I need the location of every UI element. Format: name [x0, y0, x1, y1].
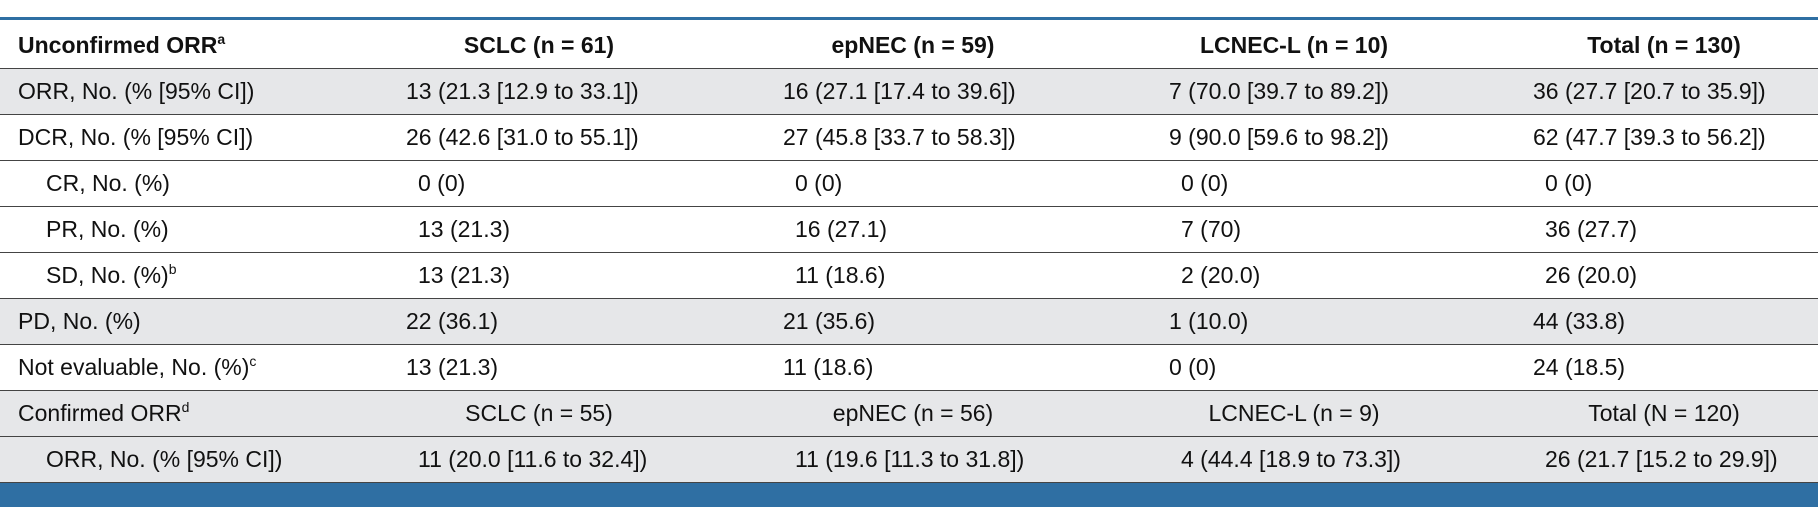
table-row: SD, No. (%)b 13 (21.3) 11 (18.6) 2 (20.0) 26… — [0, 253, 1818, 299]
label-text: ORR, No. (% [95% CI]) — [46, 446, 283, 472]
data-cell: 0 (0) — [795, 170, 843, 196]
label-text: DCR, No. (% [95% CI]) — [18, 124, 254, 150]
data-cell: 13 (21.3 [12.9 to 33.1]) — [406, 78, 639, 104]
column-header: LCNEC-L (n = 10) — [1199, 32, 1389, 58]
data-cell: 26 (20.0) — [1545, 262, 1638, 288]
data-cell: 44 (33.8) — [1533, 308, 1626, 334]
label-text: Not evaluable, No. (%) — [18, 354, 250, 380]
data-cell: 13 (21.3) — [406, 354, 499, 380]
data-cell: 11 (20.0 [11.6 to 32.4]) — [418, 446, 648, 472]
table-row: PR, No. (%) 13 (21.3) 16 (27.1) 7 (70) 36 (2… — [0, 207, 1818, 253]
footnote-mark: c — [249, 353, 257, 369]
data-cell: 1 (10.0) — [1169, 308, 1249, 334]
data-cell: 26 (42.6 [31.0 to 55.1]) — [406, 124, 639, 150]
table-row: ORR, No. (% [95% CI]) 11 (20.0 [11.6 to 3… — [0, 437, 1818, 483]
data-cell: 0 (0) — [1169, 354, 1217, 380]
table-row: Not evaluable, No. (%)c 13 (21.3) 11 (18.6… — [0, 345, 1818, 391]
table-row: DCR, No. (% [95% CI]) 26 (42.6 [31.0 to 5… — [0, 115, 1818, 161]
column-header: Total (n = 130) — [1587, 32, 1741, 58]
data-cell: 11 (18.6) — [795, 262, 886, 288]
data-cell: 22 (36.1) — [406, 308, 499, 334]
label-text: PR, No. (%) — [46, 216, 169, 242]
row-label: PD, No. (%) — [18, 299, 141, 344]
data-cell: 27 (45.8 [33.7 to 58.3]) — [783, 124, 1016, 150]
data-cell: 13 (21.3) — [418, 262, 511, 288]
row-label: Unconfirmed ORRa — [18, 23, 225, 68]
data-cell: 0 (0) — [418, 170, 466, 196]
data-cell: 62 (47.7 [39.3 to 56.2]) — [1533, 124, 1766, 150]
footnote-mark: b — [168, 261, 177, 277]
data-cell: 16 (27.1 [17.4 to 39.6]) — [783, 78, 1016, 104]
label-text: Unconfirmed ORR — [18, 32, 218, 58]
data-cell: 7 (70.0 [39.7 to 89.2]) — [1169, 78, 1389, 104]
label-text: PD, No. (%) — [18, 308, 141, 334]
row-label: Not evaluable, No. (%)c — [18, 345, 256, 390]
row-label: Confirmed ORRd — [18, 391, 189, 436]
data-cell: 9 (90.0 [59.6 to 98.2]) — [1169, 124, 1389, 150]
label-text: CR, No. (%) — [46, 170, 170, 196]
table-row: PD, No. (%) 22 (36.1) 21 (35.6) 1 (10.0) 44 … — [0, 299, 1818, 345]
data-cell: 11 (19.6 [11.3 to 31.8]) — [795, 446, 1025, 472]
data-cell: 2 (20.0) — [1181, 262, 1261, 288]
data-cell: 16 (27.1) — [795, 216, 888, 242]
table-row: Unconfirmed ORRa SCLC (n = 61) epNEC (n = … — [0, 23, 1818, 69]
column-header: Total (N = 120) — [1588, 400, 1740, 426]
data-cell: 7 (70) — [1181, 216, 1242, 242]
row-label: ORR, No. (% [95% CI]) — [46, 437, 282, 482]
table-row: Confirmed ORRd SCLC (n = 55) epNEC (n = 56… — [0, 391, 1818, 437]
label-text: Confirmed ORR — [18, 400, 182, 426]
column-header: SCLC (n = 55) — [465, 400, 613, 426]
bottom-bar — [0, 481, 1818, 507]
label-text: SD, No. (%) — [46, 262, 169, 288]
table-row: ORR, No. (% [95% CI]) 13 (21.3 [12.9 to 3… — [0, 69, 1818, 115]
data-cell: 11 (18.6) — [783, 354, 874, 380]
data-cell: 26 (21.7 [15.2 to 29.9]) — [1545, 446, 1778, 472]
data-cell: 21 (35.6) — [783, 308, 876, 334]
footnote-mark: a — [217, 31, 226, 47]
label-text: ORR, No. (% [95% CI]) — [18, 78, 255, 104]
row-label: ORR, No. (% [95% CI]) — [18, 69, 254, 114]
row-label: PR, No. (%) — [46, 207, 169, 252]
column-header: LCNEC-L (n = 9) — [1208, 400, 1380, 426]
column-header: epNEC (n = 59) — [831, 32, 995, 58]
data-cell: 0 (0) — [1545, 170, 1593, 196]
footnote-mark: d — [181, 399, 190, 415]
data-cell: 24 (18.5) — [1533, 354, 1626, 380]
top-rule — [0, 17, 1818, 20]
column-header: epNEC (n = 56) — [832, 400, 994, 426]
data-cell: 36 (27.7) — [1545, 216, 1638, 242]
data-cell: 0 (0) — [1181, 170, 1229, 196]
table-row: CR, No. (%) 0 (0) 0 (0) 0 (0) 0 (0) — [0, 161, 1818, 207]
data-cell: 36 (27.7 [20.7 to 35.9]) — [1533, 78, 1766, 104]
data-cell: 4 (44.4 [18.9 to 73.3]) — [1181, 446, 1401, 472]
row-label: CR, No. (%) — [46, 161, 170, 206]
row-label: DCR, No. (% [95% CI]) — [18, 115, 253, 160]
data-cell: 13 (21.3) — [418, 216, 511, 242]
column-header: SCLC (n = 61) — [463, 32, 615, 58]
row-label: SD, No. (%)b — [46, 253, 176, 298]
